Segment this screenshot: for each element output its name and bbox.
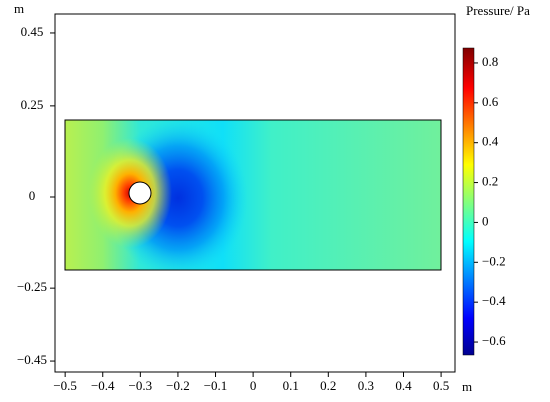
y-tick-label: 0 [29,188,36,203]
colorbar-tick-label: 0.2 [482,174,498,189]
colorbar-tick-label: 0.8 [482,54,498,69]
y-axis-label: m [14,1,24,16]
x-tick-label: −0.1 [204,378,228,393]
x-tick-label: −0.2 [166,378,190,393]
colorbar-tick-label: 0.6 [482,94,499,109]
x-tick-label: 0 [250,378,257,393]
cylinder [128,181,152,205]
colorbar-tick-label: 0.4 [482,134,499,149]
colorbar [462,47,475,356]
pressure-field [65,120,441,270]
x-tick-label: −0.5 [53,378,77,393]
colorbar-title: Pressure/ Pa [466,3,530,18]
y-tick-label: −0.25 [17,279,47,294]
x-tick-label: 0.5 [433,378,449,393]
colorbar-tick-label: 0 [482,213,489,228]
colorbar-tick-label: −0.2 [482,253,506,268]
colorbar-tick-label: −0.6 [482,333,506,348]
x-tick-label: −0.3 [129,378,153,393]
x-tick-label: 0.3 [358,378,374,393]
x-tick-label: 0.2 [320,378,336,393]
y-tick-label: −0.45 [17,352,47,367]
domain-border [64,119,442,271]
x-tick-label: 0.4 [395,378,412,393]
x-axis-label: m [462,379,472,394]
x-tick-label: −0.4 [91,378,115,393]
x-tick-label: 0.1 [283,378,299,393]
y-tick-label: 0.45 [21,24,44,39]
colorbar-tick-label: −0.4 [482,293,506,308]
y-tick-label: 0.25 [21,97,44,112]
